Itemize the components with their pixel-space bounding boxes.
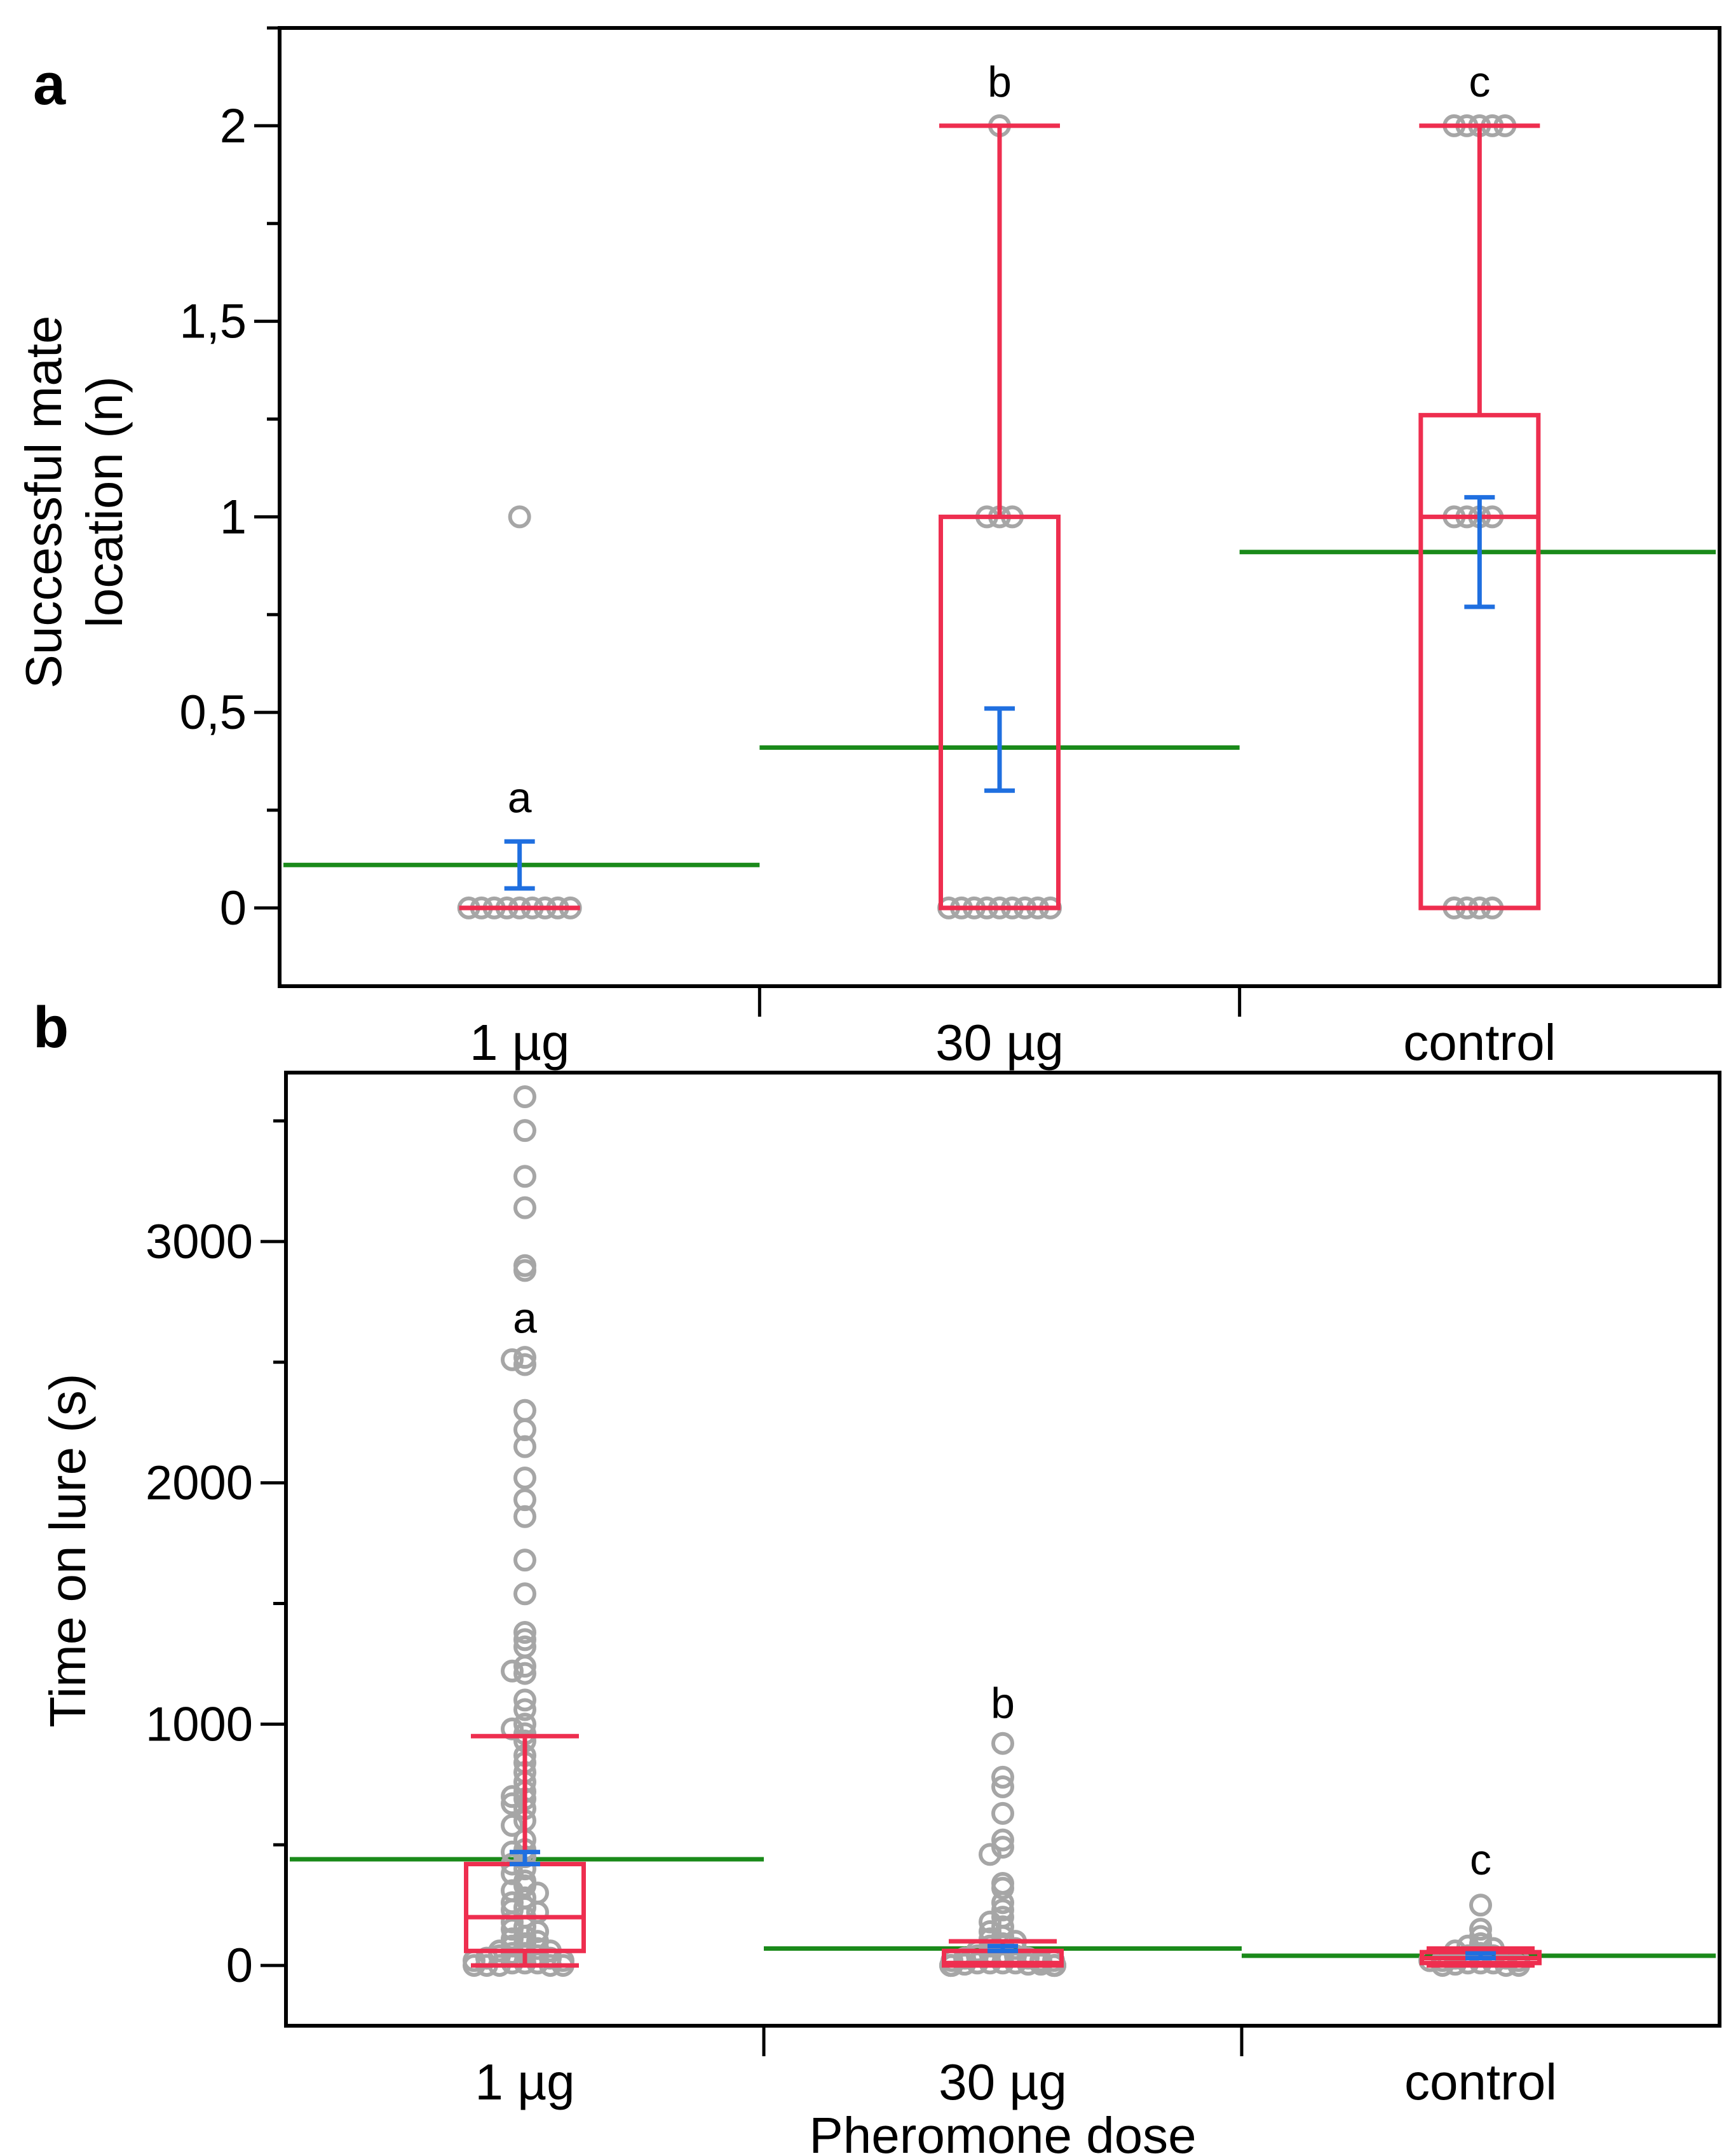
data-point <box>513 1549 536 1572</box>
x-axis-title: Pheromone dose <box>809 2107 1196 2156</box>
plot-frame <box>278 26 1721 988</box>
significance-letter: a <box>513 1294 537 1343</box>
panel-b: b 0 1000 2000 3000 Time on lure (s) 1 µg 30 µg c… <box>33 995 1721 2156</box>
y-axis-title: Successful matelocation (n) <box>15 316 133 689</box>
y-tick-label: 3000 <box>146 1215 253 1269</box>
significance-letter: c <box>1470 1836 1491 1884</box>
y-tick-label: 0 <box>226 1939 253 1993</box>
data-point <box>513 1655 536 1678</box>
data-point <box>1469 1918 1492 1941</box>
y-tick-label: 0,5 <box>179 686 247 740</box>
y-axis-title: Time on lure (s) <box>39 1373 96 1727</box>
data-point <box>513 1712 536 1736</box>
data-point <box>991 1801 1014 1825</box>
data-point <box>513 1628 536 1651</box>
data-point <box>991 1898 1014 1922</box>
x-tick-label: 30 µg <box>935 1014 1064 1071</box>
data-point <box>526 1951 549 1975</box>
y-axis-title-line: Successful mate <box>15 316 72 689</box>
data-point <box>501 1951 524 1975</box>
y-tick-label: 1000 <box>146 1697 253 1751</box>
y-axis-title-line: location (n) <box>76 376 133 628</box>
data-point <box>513 1346 536 1369</box>
x-tick-label: 1 µg <box>470 1014 569 1071</box>
data-point <box>513 1399 536 1422</box>
data-point <box>501 1659 524 1683</box>
data-point <box>513 1418 536 1442</box>
data-point <box>513 1505 536 1528</box>
data-point <box>513 1488 536 1512</box>
data-point <box>513 1435 536 1458</box>
data-point <box>513 1582 536 1606</box>
y-tick-label: 2 <box>220 99 247 153</box>
data-point <box>979 1910 1001 1934</box>
y-tick-label: 1 <box>220 490 247 544</box>
panel-a: a 0 0,5 1 1,5 2 Successful matelocation (n) 1 µ… <box>15 26 1721 1071</box>
y-tick-label: 2000 <box>146 1456 253 1510</box>
data-point <box>513 1353 536 1376</box>
data-point <box>513 1085 536 1108</box>
x-tick-label: 30 µg <box>939 2054 1067 2110</box>
data-point <box>501 1717 524 1740</box>
data-point <box>991 1775 1014 1799</box>
data-point <box>501 1927 524 1951</box>
significance-letter: c <box>1469 58 1490 106</box>
panel-label: b <box>33 995 69 1060</box>
data-point <box>526 1920 549 1943</box>
data-point <box>991 1891 1014 1915</box>
data-point <box>513 1662 536 1685</box>
significance-letter: b <box>991 1679 1015 1728</box>
x-tick-label: control <box>1404 2054 1557 2110</box>
y-tick-label: 0 <box>220 881 247 935</box>
data-point <box>991 1765 1014 1789</box>
data-point <box>508 505 531 529</box>
data-point <box>501 1348 524 1371</box>
data-point <box>991 1915 1014 1939</box>
data-point <box>991 1732 1014 1755</box>
x-tick-label: control <box>1403 1014 1556 1071</box>
data-point <box>513 1196 536 1219</box>
data-point <box>513 1119 536 1142</box>
significance-letter: a <box>508 773 532 822</box>
data-point <box>979 1843 1001 1866</box>
data-point <box>513 1698 536 1721</box>
panel-label: a <box>33 52 66 117</box>
data-point <box>513 1688 536 1712</box>
box-iqr <box>1418 412 1541 911</box>
data-point <box>513 1259 536 1282</box>
data-point <box>513 1621 536 1644</box>
x-tick-label: 1 µg <box>475 2054 574 2110</box>
data-point <box>513 1466 536 1489</box>
data-point <box>1469 1894 1492 1917</box>
data-point <box>979 1927 1001 1951</box>
data-point <box>991 1876 1014 1900</box>
data-point <box>501 1785 524 1808</box>
data-point <box>501 1910 524 1934</box>
y-tick-label: 1,5 <box>179 295 247 349</box>
data-point <box>991 1828 1014 1852</box>
plot-frame <box>284 1071 1721 2028</box>
data-point <box>501 1792 524 1815</box>
data-point <box>513 1165 536 1188</box>
data-point <box>501 1814 524 1837</box>
significance-letter: b <box>988 58 1012 106</box>
